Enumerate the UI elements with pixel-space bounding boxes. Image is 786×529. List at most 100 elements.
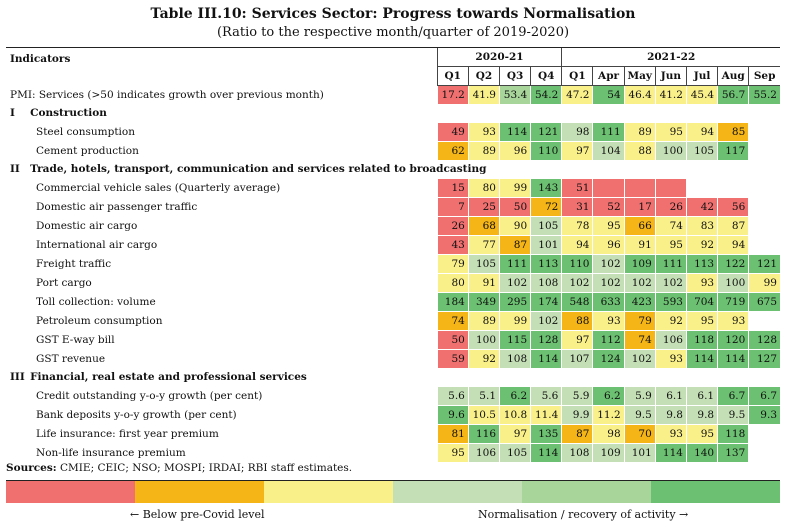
value-cell: 26	[436, 216, 469, 236]
value-cell: 46.4	[623, 85, 656, 104]
row-label: Domestic air passenger traffic	[36, 201, 198, 213]
value-cell: 6.1	[685, 386, 718, 406]
row-label: Freight traffic	[36, 258, 112, 270]
value-cell: 47.2	[561, 85, 593, 104]
value-cell: 6.7	[748, 386, 780, 406]
value-cell: 135	[530, 424, 562, 444]
value-cell	[748, 216, 780, 236]
value-cell: 91	[623, 235, 656, 255]
value-cell: 111	[592, 122, 625, 142]
value-cell: 74	[623, 330, 656, 350]
value-cell: 25	[467, 197, 500, 217]
value-cell: 66	[623, 216, 656, 236]
value-cell: 10.8	[498, 405, 531, 425]
value-cell: 74	[654, 216, 687, 236]
row-label: Steel consumption	[36, 126, 135, 138]
row-label: Commercial vehicle sales (Quarterly aver…	[36, 182, 281, 194]
value-cell: 74	[436, 311, 469, 331]
value-cell: 89	[467, 311, 500, 331]
value-cell: 97	[561, 330, 593, 350]
year-header-2021-22: 2021-22	[561, 47, 780, 67]
value-cell: 87	[717, 216, 749, 236]
value-cell: 92	[467, 349, 500, 368]
section-label: Construction	[30, 107, 107, 119]
value-cell: 5.6	[436, 386, 469, 406]
legend-swatch	[393, 481, 522, 503]
value-cell: 675	[748, 292, 780, 312]
table-row: GST E-way bill 50 100 115 128 97 112 74 106 118 12…	[6, 330, 780, 350]
value-cell: 9.5	[717, 405, 749, 425]
value-cell: 10.5	[467, 405, 500, 425]
column-header: Jun	[654, 66, 687, 86]
bottom-rule	[6, 462, 780, 481]
value-cell: 174	[530, 292, 562, 312]
value-cell: 5.6	[530, 386, 562, 406]
value-cell: 55.2	[748, 85, 780, 104]
value-cell: 26	[654, 197, 687, 217]
value-cell: 43	[436, 235, 469, 255]
value-cell: 96	[498, 141, 531, 160]
sources-text: CMIE; CEIC; NSO; MOSPI; IRDAI; RBI staff…	[59, 462, 353, 474]
value-cell: 633	[592, 292, 625, 312]
value-cell: 6.7	[717, 386, 749, 406]
value-cell: 15	[436, 178, 469, 198]
column-header: Q3	[498, 66, 531, 86]
value-cell: 81	[436, 424, 469, 444]
section-number: II	[10, 163, 20, 176]
value-cell: 114	[717, 349, 749, 368]
value-cell	[748, 443, 780, 462]
value-cell: 88	[623, 141, 656, 160]
value-cell: 121	[530, 122, 562, 142]
value-cell: 110	[561, 254, 593, 274]
value-cell: 85	[717, 122, 749, 142]
value-cell: 105	[530, 216, 562, 236]
value-cell: 89	[623, 122, 656, 142]
value-cell: 98	[592, 424, 625, 444]
value-cell: 72	[530, 197, 562, 217]
row-label: Cement production	[36, 144, 139, 157]
value-cell: 54	[592, 85, 625, 104]
table-row: Credit outstanding y-o-y growth (per cen…	[6, 386, 780, 406]
table-row: Commercial vehicle sales (Quarterly aver…	[6, 178, 780, 198]
sources-note: Sources: CMIE; CEIC; NSO; MOSPI; IRDAI; …	[6, 462, 352, 474]
value-cell: 114	[530, 349, 562, 368]
value-cell: 51	[561, 178, 593, 198]
value-cell: 102	[561, 273, 593, 293]
value-cell: 100	[654, 141, 687, 160]
value-cell	[748, 197, 780, 217]
value-cell: 115	[498, 330, 531, 350]
value-cell: 118	[717, 424, 749, 444]
value-cell: 97	[561, 141, 593, 160]
value-cell: 9.5	[623, 405, 656, 425]
value-cell: 95	[685, 424, 718, 444]
row-label: GST E-way bill	[36, 334, 115, 346]
value-cell: 5.9	[561, 386, 593, 406]
value-cell: 128	[748, 330, 780, 350]
value-cell: 295	[498, 292, 531, 312]
table-row: Non-life insurance premium 95 106 105 114 108…	[6, 443, 780, 462]
value-cell	[592, 178, 625, 198]
value-cell: 79	[623, 311, 656, 331]
value-cell: 6.2	[498, 386, 531, 406]
value-cell: 9.3	[748, 405, 780, 425]
value-cell: 96	[592, 235, 625, 255]
section-number: III	[10, 371, 25, 384]
value-cell: 95	[654, 122, 687, 142]
legend-swatch	[651, 481, 780, 503]
color-legend	[6, 481, 780, 503]
table-row: Cement production 62 89 96 110 97 104 88 100 105 1…	[6, 141, 780, 160]
value-cell	[748, 424, 780, 444]
value-cell: 118	[685, 330, 718, 350]
table-row: GST revenue 59 92 108 114 107 124 102 93 114 114 12…	[6, 349, 780, 368]
section-label: Trade, hotels, transport, communication …	[30, 163, 487, 175]
value-cell: 101	[623, 443, 656, 462]
row-label: Credit outstanding y-o-y growth (per cen…	[36, 390, 263, 402]
value-cell: 6.1	[654, 386, 687, 406]
value-cell: 140	[685, 443, 718, 462]
value-cell: 120	[717, 330, 749, 350]
sources-label: Sources:	[6, 462, 57, 474]
value-cell: 42	[685, 197, 718, 217]
value-cell	[748, 122, 780, 142]
value-cell: 70	[623, 424, 656, 444]
